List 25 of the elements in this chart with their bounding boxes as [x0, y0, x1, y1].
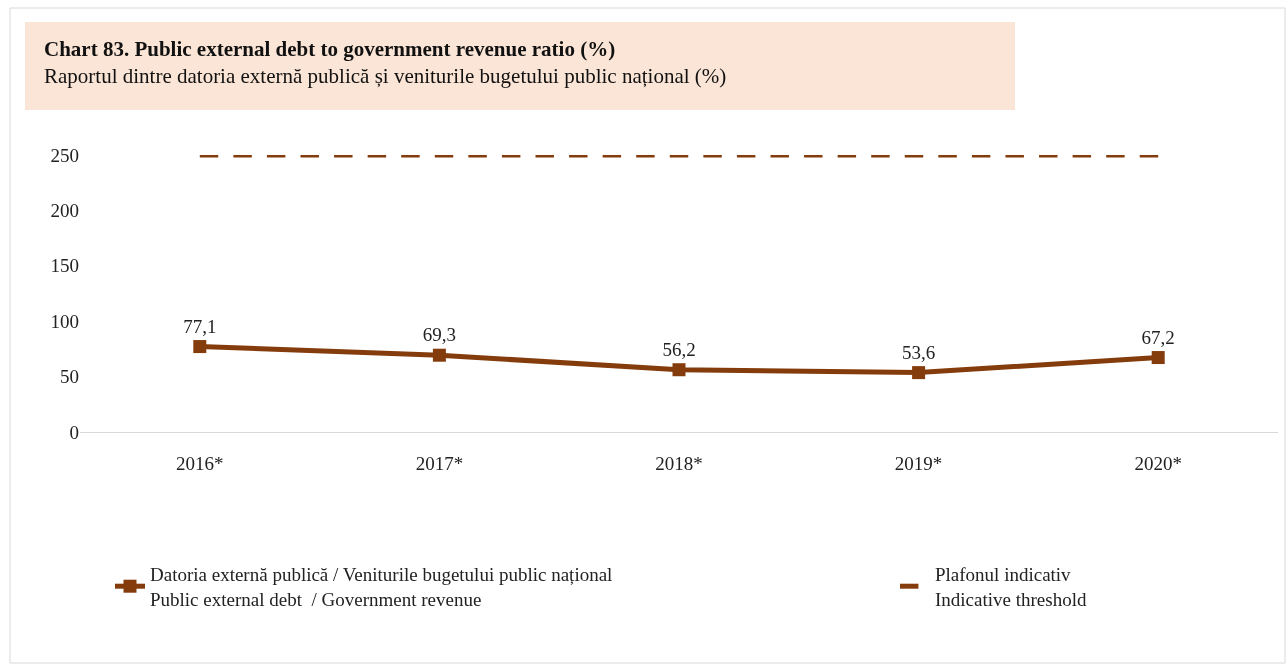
x-tick-label: 2017* [415, 452, 464, 474]
y-tick-label: 0 [69, 421, 79, 443]
x-tick-label: 2016* [176, 452, 224, 474]
data-label: 69,3 [422, 324, 457, 346]
point [672, 363, 686, 377]
point [432, 348, 446, 362]
y-tick-label: 50 [60, 366, 79, 388]
x-tick-label: 2020* [1134, 452, 1182, 474]
y-tick-label: 150 [50, 255, 79, 277]
point [912, 366, 926, 380]
legend-label: Plafonul indicativ Indicative threshold [935, 564, 1087, 610]
point [193, 340, 207, 354]
y-tick-label: 100 [50, 310, 79, 332]
x-tick-label: 2018* [655, 452, 703, 474]
y-tick-label: 250 [50, 144, 79, 166]
chart-title: Chart 83. Public external debt to government revenue ratio (%) [44, 37, 616, 61]
y-tick-label: 200 [50, 200, 79, 222]
x-tick-label: 2019* [894, 452, 943, 474]
point [1151, 351, 1165, 365]
data-label: 77,1 [183, 315, 217, 337]
data-label: 53,6 [901, 341, 936, 363]
legend-label: Datoria externă publică / Veniturile bugetului public național Public external debt / Government revenue [150, 564, 613, 610]
data-label: 56,2 [662, 338, 696, 360]
chart-subtitle: Raportul dintre datoria externă publică și veniturile bugetului public național (%) [44, 64, 727, 89]
data-label: 67,2 [1141, 326, 1175, 348]
